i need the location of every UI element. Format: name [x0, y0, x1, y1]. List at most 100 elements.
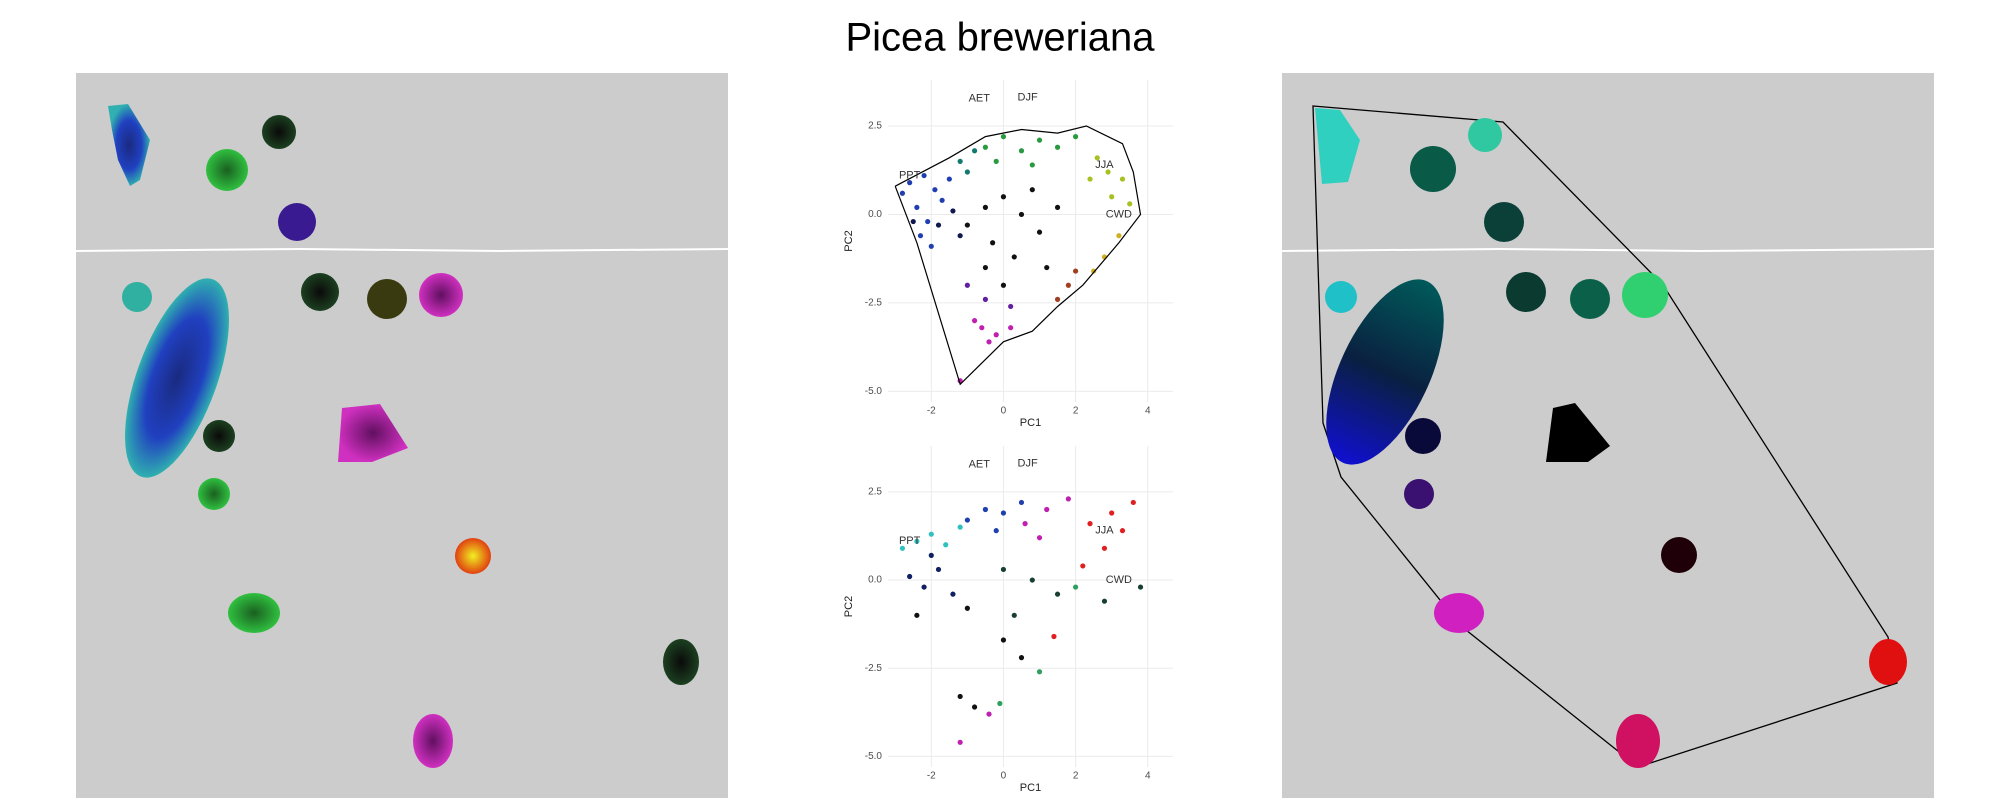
- point: [1119, 528, 1126, 534]
- point: [1000, 637, 1007, 643]
- annotation: PPT: [899, 535, 921, 547]
- point: [1044, 506, 1050, 513]
- point: [971, 704, 978, 710]
- point: [921, 584, 927, 590]
- blob: [1546, 403, 1610, 462]
- y-tick-label: -2.5: [865, 663, 883, 674]
- point: [1105, 169, 1111, 175]
- figure-title: Picea breweriana: [845, 16, 1155, 60]
- blob: [338, 404, 408, 462]
- point: [1000, 194, 1007, 200]
- point: [946, 176, 952, 182]
- point: [997, 700, 1003, 707]
- point: [971, 148, 978, 154]
- point: [914, 538, 920, 544]
- blob: [1315, 108, 1360, 184]
- point: [1036, 669, 1043, 675]
- y-tick-label: 2.5: [868, 121, 882, 132]
- point: [1054, 144, 1061, 150]
- point: [957, 524, 963, 530]
- blob: [1468, 118, 1502, 152]
- point: [914, 612, 920, 618]
- blob: [413, 714, 453, 768]
- blob: [122, 282, 152, 312]
- point: [1000, 566, 1007, 573]
- point: [928, 243, 934, 249]
- point: [1065, 496, 1071, 502]
- scatter-panel: -2 0 2 4 2.5 0.0 -2.5 -5.0 PC1 PC2 AET DJF PPT JJA CWD: [843, 446, 1173, 794]
- point: [907, 180, 913, 186]
- annotation: AET: [969, 93, 991, 105]
- point: [982, 296, 989, 302]
- point: [964, 169, 970, 175]
- point: [964, 517, 970, 523]
- point: [1072, 584, 1079, 590]
- blob: [108, 104, 150, 186]
- point: [1029, 187, 1035, 193]
- point: [1018, 211, 1025, 218]
- point: [1018, 655, 1025, 661]
- x-tick-label: 2: [1073, 771, 1079, 782]
- point: [925, 218, 931, 225]
- point: [1000, 282, 1007, 288]
- point: [1008, 303, 1014, 310]
- x-tick-label: 2: [1073, 406, 1079, 417]
- point: [932, 187, 938, 193]
- y-tick-label: 0.0: [868, 575, 882, 586]
- blob: [262, 115, 296, 149]
- blob: [1622, 272, 1668, 318]
- point: [1091, 268, 1097, 274]
- blob: [206, 149, 248, 191]
- x-tick-label: 0: [1001, 771, 1007, 782]
- point: [979, 325, 985, 331]
- point: [1022, 521, 1028, 527]
- point: [993, 528, 999, 534]
- point: [1054, 591, 1061, 597]
- point: [1044, 264, 1050, 271]
- point: [1036, 535, 1043, 541]
- point: [1127, 201, 1133, 207]
- point: [1029, 162, 1035, 168]
- point: [1094, 155, 1100, 161]
- point: [1101, 545, 1108, 551]
- blob: [1405, 418, 1441, 454]
- point: [1116, 233, 1122, 239]
- point: [1018, 148, 1025, 154]
- point: [928, 531, 934, 537]
- blob: [228, 593, 280, 633]
- point: [1130, 499, 1136, 506]
- blob: [1869, 639, 1907, 685]
- point: [957, 693, 963, 700]
- point: [957, 739, 963, 745]
- point: [982, 144, 989, 150]
- point: [928, 552, 934, 558]
- annotation: DJF: [1018, 458, 1038, 470]
- point: [1054, 204, 1061, 210]
- blob: [1410, 146, 1456, 192]
- right-map: [1281, 73, 1935, 798]
- x-tick-label: -2: [927, 406, 936, 417]
- x-tick-label: 4: [1145, 771, 1151, 782]
- range-line: [75, 247, 729, 253]
- annotation: DJF: [1018, 92, 1038, 104]
- blob: [1616, 714, 1660, 768]
- point: [982, 204, 989, 210]
- blob: [125, 278, 229, 478]
- point: [993, 332, 999, 338]
- y-tick-label: 2.5: [868, 486, 882, 497]
- point: [1051, 633, 1057, 640]
- blob: [1325, 281, 1357, 313]
- point: [1018, 499, 1025, 506]
- x-tick-label: -2: [927, 771, 936, 782]
- blob: [1434, 593, 1484, 633]
- point: [986, 711, 992, 717]
- point: [1036, 229, 1043, 235]
- point: [1087, 176, 1093, 182]
- point: [957, 158, 963, 164]
- hull-outline: [894, 125, 1142, 386]
- point: [950, 591, 956, 597]
- point: [1008, 325, 1014, 331]
- y-tick-label: -2.5: [865, 298, 883, 309]
- point: [921, 172, 927, 179]
- point: [1065, 282, 1071, 288]
